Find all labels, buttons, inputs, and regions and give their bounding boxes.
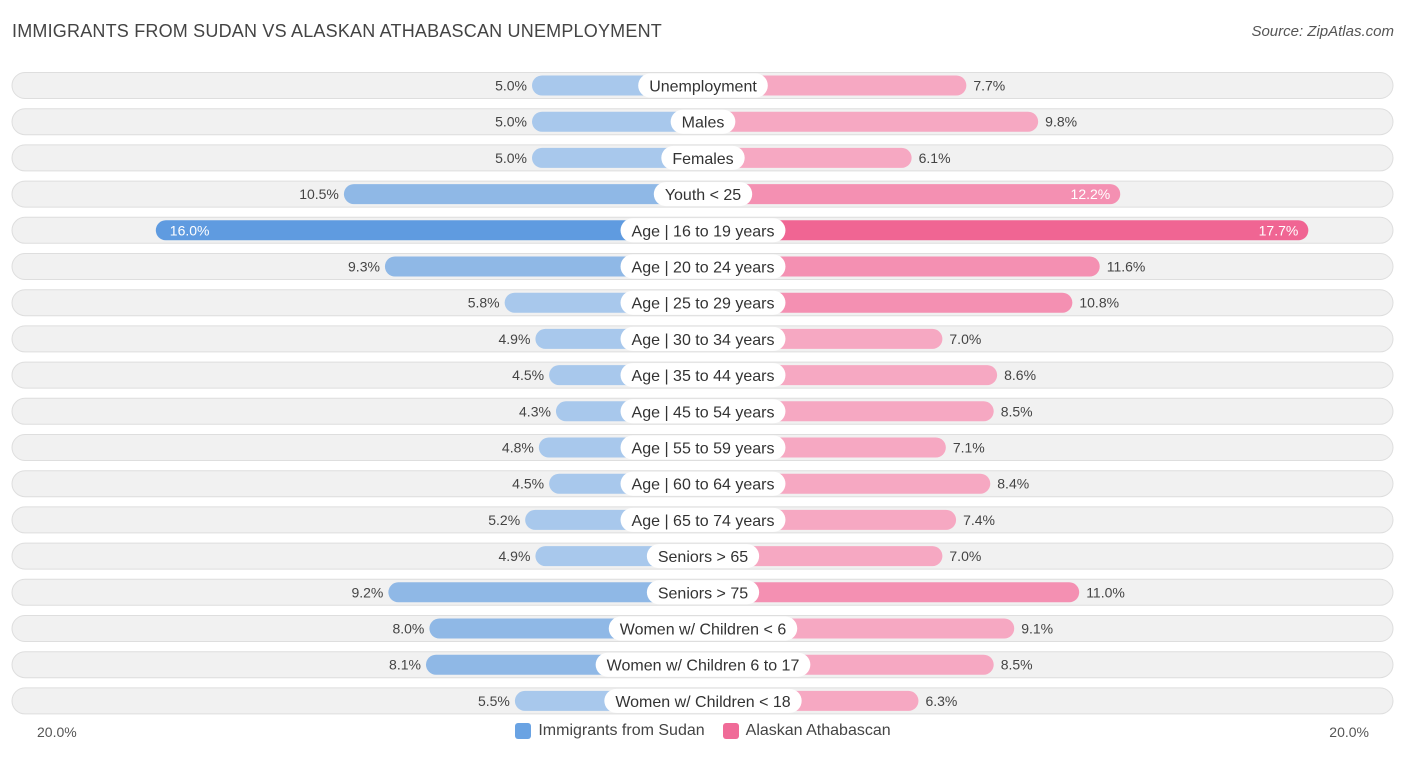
value-label-sudan: 5.8%	[468, 295, 500, 311]
category-label-pill	[620, 507, 786, 532]
value-label-athabascan: 7.1%	[953, 440, 985, 456]
value-label-sudan: 4.8%	[502, 440, 534, 456]
bar-sudan	[532, 147, 703, 168]
value-label-athabascan: 12.2%	[1071, 186, 1111, 202]
value-label-athabascan: 7.0%	[949, 548, 981, 564]
category-label-pill	[620, 363, 786, 388]
value-label-sudan: 5.5%	[478, 693, 510, 709]
bar-athabascan	[703, 111, 1039, 132]
category-label: Women w/ Children < 18	[615, 694, 790, 711]
value-label-athabascan: 6.3%	[925, 693, 957, 709]
category-label-pill	[608, 616, 798, 641]
value-label-sudan: 4.3%	[519, 403, 551, 419]
bar-athabascan	[703, 220, 1309, 241]
category-label: Females	[672, 151, 733, 168]
category-label: Age | 25 to 29 years	[632, 296, 775, 313]
value-label-athabascan: 7.4%	[963, 512, 995, 528]
category-label-pill	[604, 688, 802, 713]
bar-athabascan	[703, 292, 1073, 313]
category-label: Age | 20 to 24 years	[632, 260, 775, 277]
value-label-sudan: 4.5%	[512, 367, 544, 383]
category-label-pill	[653, 182, 753, 207]
source-note: Source: ZipAtlas.com	[1251, 23, 1394, 40]
category-label: Women w/ Children 6 to 17	[607, 658, 800, 675]
value-label-sudan: 5.0%	[495, 114, 527, 130]
value-label-athabascan: 8.5%	[1001, 403, 1033, 419]
chart-title: IMMIGRANTS FROM SUDAN VS ALASKAN ATHABAS…	[12, 21, 662, 41]
value-label-athabascan: 7.0%	[949, 331, 981, 347]
value-label-sudan: 8.0%	[392, 621, 424, 637]
legend: Immigrants from Sudan Alaskan Athabascan	[0, 722, 1406, 740]
axis-left-label: 20.0%	[37, 724, 77, 740]
bar-athabascan	[703, 256, 1100, 277]
legend-item-athabascan[interactable]: Alaskan Athabascan	[722, 722, 891, 740]
value-label-athabascan: 11.0%	[1086, 584, 1125, 600]
category-label-pill	[620, 435, 786, 460]
category-label: Age | 65 to 74 years	[632, 513, 775, 530]
category-label-pill	[620, 471, 786, 496]
category-label-pill	[595, 652, 811, 677]
axis-right-label: 20.0%	[1329, 724, 1369, 740]
bar-sudan	[155, 220, 704, 241]
legend-swatch-athabascan	[722, 723, 739, 739]
category-label: Age | 35 to 44 years	[632, 368, 775, 385]
category-label: Age | 30 to 34 years	[632, 332, 775, 349]
value-label-sudan: 9.3%	[348, 259, 380, 275]
value-label-athabascan: 6.1%	[919, 150, 951, 166]
value-label-athabascan: 9.8%	[1045, 114, 1077, 130]
value-label-athabascan: 8.6%	[1004, 367, 1036, 383]
category-label: Seniors > 65	[658, 549, 748, 566]
category-label: Women w/ Children < 6	[620, 622, 787, 639]
category-label: Age | 55 to 59 years	[632, 441, 775, 458]
category-label-pill	[620, 290, 786, 315]
value-label-sudan: 9.2%	[351, 584, 383, 600]
value-label-athabascan: 11.6%	[1107, 259, 1146, 275]
value-label-athabascan: 7.7%	[973, 78, 1005, 94]
bar-sudan	[532, 111, 703, 132]
legend-label-sudan: Immigrants from Sudan	[538, 722, 705, 739]
category-label: Age | 45 to 54 years	[632, 404, 775, 421]
value-label-athabascan: 8.5%	[1001, 657, 1033, 673]
value-label-athabascan: 9.1%	[1021, 621, 1053, 637]
bar-athabascan	[703, 184, 1121, 205]
bar-sudan	[388, 582, 703, 603]
value-label-athabascan: 10.8%	[1079, 295, 1119, 311]
category-label: Males	[682, 115, 725, 132]
category-label-pill	[620, 399, 786, 424]
category-label-pill	[646, 580, 760, 605]
legend-swatch-sudan	[515, 723, 532, 739]
category-label-pill	[620, 218, 786, 243]
bar-athabascan	[703, 582, 1080, 603]
value-label-sudan: 4.9%	[498, 548, 530, 564]
category-label: Unemployment	[649, 79, 757, 96]
category-label-pill	[661, 145, 745, 170]
bar-athabascan	[703, 546, 943, 567]
bar-sudan	[343, 184, 703, 205]
bar-athabascan	[703, 147, 912, 168]
legend-label-athabascan: Alaskan Athabascan	[745, 722, 891, 739]
category-label-pill	[620, 326, 786, 351]
value-label-athabascan: 8.4%	[997, 476, 1029, 492]
category-label-pill	[646, 544, 760, 569]
category-label-pill	[620, 254, 786, 279]
category-label-pill	[638, 73, 768, 98]
value-label-sudan: 8.1%	[389, 657, 421, 673]
value-label-sudan: 5.2%	[488, 512, 520, 528]
category-label: Seniors > 75	[658, 585, 748, 602]
category-label: Youth < 25	[665, 187, 741, 204]
value-label-sudan: 16.0%	[170, 222, 210, 238]
value-label-sudan: 5.0%	[495, 150, 527, 166]
category-label: Age | 16 to 19 years	[632, 223, 775, 240]
bar-athabascan	[703, 75, 967, 96]
value-label-sudan: 10.5%	[299, 186, 339, 202]
legend-item-sudan[interactable]: Immigrants from Sudan	[515, 722, 705, 740]
category-label-pill	[670, 109, 736, 134]
value-label-athabascan: 17.7%	[1259, 222, 1299, 238]
category-label: Age | 60 to 64 years	[632, 477, 775, 494]
value-label-sudan: 4.9%	[498, 331, 530, 347]
value-label-sudan: 5.0%	[495, 78, 527, 94]
value-label-sudan: 4.5%	[512, 476, 544, 492]
